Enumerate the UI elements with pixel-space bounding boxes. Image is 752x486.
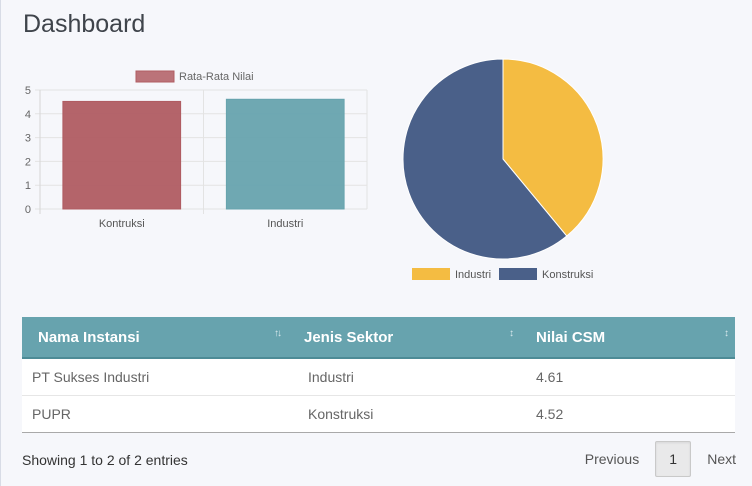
table-row: PT Sukses Industri Industri 4.61: [22, 358, 735, 396]
column-header-nilai-csm[interactable]: Nilai CSM ↕: [520, 317, 735, 359]
column-label: Jenis Sektor: [304, 328, 394, 346]
table-header-row: Nama Instansi ↑↓ Jenis Sektor ↕ Nilai CS…: [22, 317, 735, 359]
next-button[interactable]: Next: [707, 451, 736, 467]
pie-slice: [402, 58, 568, 260]
y-tick-label: 1: [25, 180, 31, 192]
column-label: Nama Instansi: [38, 328, 140, 346]
pie-chart: Industri Konstruksi: [402, 58, 604, 281]
legend-label: Rata-Rata Nilai: [179, 71, 254, 83]
page-1-button[interactable]: 1: [655, 441, 692, 477]
sort-icon: ↕: [509, 328, 514, 339]
column-header-jenis-sektor[interactable]: Jenis Sektor ↕: [288, 317, 520, 359]
cell-nilai-csm: 4.61: [520, 358, 735, 396]
y-tick-label: 5: [25, 85, 31, 97]
bar-chart: Rata-Rata Nilai 0 1 2 3 4 5 Kontruksi Industri: [25, 70, 368, 230]
cell-jenis-sektor: Konstruksi: [288, 395, 520, 433]
table-row: PUPR Konstruksi 4.52: [22, 395, 735, 433]
legend-label: Industri: [455, 269, 491, 281]
legend-label: Konstruksi: [542, 269, 593, 281]
cell-nama-instansi: PT Sukses Industri: [22, 358, 288, 396]
y-tick-label: 3: [25, 133, 31, 145]
page-title: Dashboard: [23, 10, 146, 38]
bar: [62, 100, 182, 210]
cell-nilai-csm: 4.52: [520, 395, 735, 433]
y-tick-label: 2: [25, 156, 31, 168]
x-tick-label: Kontruksi: [99, 218, 145, 230]
pagination: Previous 1 Next: [569, 441, 738, 477]
cell-jenis-sektor: Industri: [288, 358, 520, 396]
column-label: Nilai CSM: [536, 328, 606, 346]
page-border: [0, 0, 1, 486]
sort-icon: ↑↓: [274, 328, 282, 339]
table-info: Showing 1 to 2 of 2 entries: [22, 452, 188, 468]
legend-swatch: [135, 70, 175, 83]
y-tick-label: 4: [25, 109, 31, 121]
bar: [225, 98, 345, 210]
data-table: Nama Instansi ↑↓ Jenis Sektor ↕ Nilai CS…: [22, 317, 735, 433]
legend-swatch: [499, 268, 537, 280]
x-tick-label: Industri: [267, 218, 303, 230]
legend-swatch: [412, 268, 450, 280]
column-header-nama-instansi[interactable]: Nama Instansi ↑↓: [22, 317, 288, 359]
pie-slice: [502, 58, 604, 237]
previous-button[interactable]: Previous: [584, 451, 640, 467]
y-tick-label: 0: [25, 204, 31, 216]
sort-icon: ↕: [724, 328, 729, 339]
cell-nama-instansi: PUPR: [22, 395, 288, 433]
